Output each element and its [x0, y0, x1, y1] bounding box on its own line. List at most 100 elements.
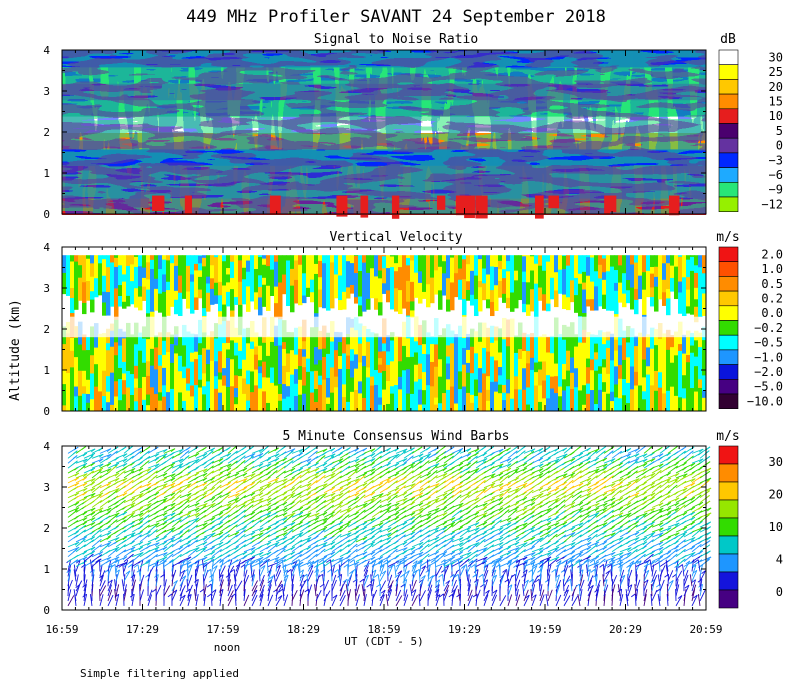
wind-barb-flag — [457, 489, 462, 494]
vv-cell — [226, 348, 231, 358]
wind-barb-flag — [145, 490, 151, 495]
wind-barb — [219, 463, 232, 469]
vv-cell — [162, 259, 167, 275]
vv-cell — [246, 369, 251, 385]
y-tick-label: 0 — [43, 208, 50, 221]
wind-barb — [355, 502, 368, 508]
wind-barb-flag — [81, 529, 86, 534]
vv-cell — [86, 280, 91, 301]
vv-cell — [418, 255, 423, 272]
wind-barb-flag — [306, 467, 312, 472]
y-tick-label: 1 — [43, 167, 50, 180]
wind-barb-flag — [90, 492, 96, 497]
vv-cell — [506, 297, 511, 309]
vv-cell — [442, 371, 447, 394]
vv-cell — [430, 290, 435, 304]
vv-cell — [582, 342, 587, 360]
wind-barb-flag — [338, 526, 344, 531]
vv-cell — [574, 367, 579, 388]
vv-cell — [262, 277, 267, 285]
vv-cell — [590, 389, 595, 412]
vv-cell — [318, 348, 323, 361]
wind-barb-flag — [202, 482, 208, 487]
wind-barb-flag — [444, 564, 450, 569]
vv-cell — [62, 404, 67, 412]
vv-cell — [458, 255, 463, 269]
vv-cell — [354, 272, 359, 298]
wind-barb-flag — [362, 536, 368, 541]
wind-barb-flag — [458, 551, 464, 556]
vv-cell — [226, 291, 231, 307]
wind-barb — [291, 448, 304, 454]
wind-barb-flag — [82, 458, 88, 463]
wind-barb-flag — [402, 476, 407, 481]
vv-cell — [86, 402, 91, 412]
vv-cell — [122, 393, 127, 412]
wind-barb — [323, 472, 336, 479]
wind-barb-flag — [146, 530, 151, 535]
vv-cell — [314, 255, 319, 264]
vv-cell — [514, 255, 519, 263]
vv-cell — [626, 341, 631, 358]
vv-cell — [290, 285, 295, 313]
vv-cell — [510, 377, 515, 387]
wind-barb-flag — [81, 446, 87, 450]
wind-barb-flag — [320, 529, 326, 533]
vv-cell — [158, 400, 163, 412]
wind-barb-flag — [255, 559, 260, 563]
vv-cell — [310, 271, 315, 280]
wind-barb-flag — [417, 514, 422, 519]
wind-barb-flag — [474, 522, 480, 526]
vv-cell — [70, 350, 75, 361]
wind-barb-flag — [226, 452, 232, 457]
wind-barb — [475, 569, 479, 582]
vv-cell — [106, 255, 111, 260]
vv-cell — [550, 277, 555, 285]
vv-cell — [262, 284, 267, 307]
wind-barb — [291, 560, 298, 572]
vv-cell — [194, 255, 199, 264]
wind-barb-flag — [425, 446, 431, 451]
wind-barb — [115, 463, 128, 469]
wind-barb-flag — [146, 506, 151, 510]
wind-barb-flag — [386, 492, 392, 497]
vv-cell — [66, 273, 71, 296]
wind-barb-flag — [273, 514, 278, 519]
vv-cell — [314, 370, 319, 389]
wind-barb-flag — [282, 501, 288, 506]
wind-barb-flag — [122, 511, 128, 516]
vv-cell — [410, 309, 415, 318]
vv-cell — [638, 384, 643, 412]
vv-cell — [678, 363, 683, 382]
wind-barb-flag — [108, 579, 113, 584]
wind-barb-flag — [450, 531, 456, 536]
wind-barb — [347, 492, 360, 499]
wind-barb-flag — [498, 487, 504, 492]
wind-barb-flag — [217, 484, 222, 489]
vv-cell — [498, 280, 503, 298]
vv-cell — [186, 255, 191, 266]
vv-cell — [582, 282, 587, 290]
wind-barb-flag — [286, 568, 292, 573]
vv-cell — [642, 359, 647, 378]
vv-cell — [70, 260, 75, 289]
vv-cell — [402, 281, 407, 309]
vv-cell — [126, 344, 131, 371]
snr-burst — [360, 195, 369, 218]
vv-cell — [674, 278, 679, 300]
vv-cell — [506, 365, 511, 380]
wind-barb-flag — [225, 554, 230, 558]
wind-barb — [251, 448, 264, 454]
wind-barb — [411, 560, 418, 572]
vv-cell — [670, 386, 675, 412]
wind-barb-flag — [386, 497, 392, 501]
vv-cell — [222, 367, 227, 376]
wind-barb — [443, 517, 456, 523]
vv-cell — [262, 342, 267, 362]
wind-barb-flag — [218, 458, 224, 462]
wind-barb-flag — [290, 546, 296, 551]
vv-cell — [606, 347, 611, 374]
wind-barb-flag — [474, 452, 479, 457]
wind-barb-flag — [178, 546, 184, 550]
vv-cell — [694, 356, 699, 367]
